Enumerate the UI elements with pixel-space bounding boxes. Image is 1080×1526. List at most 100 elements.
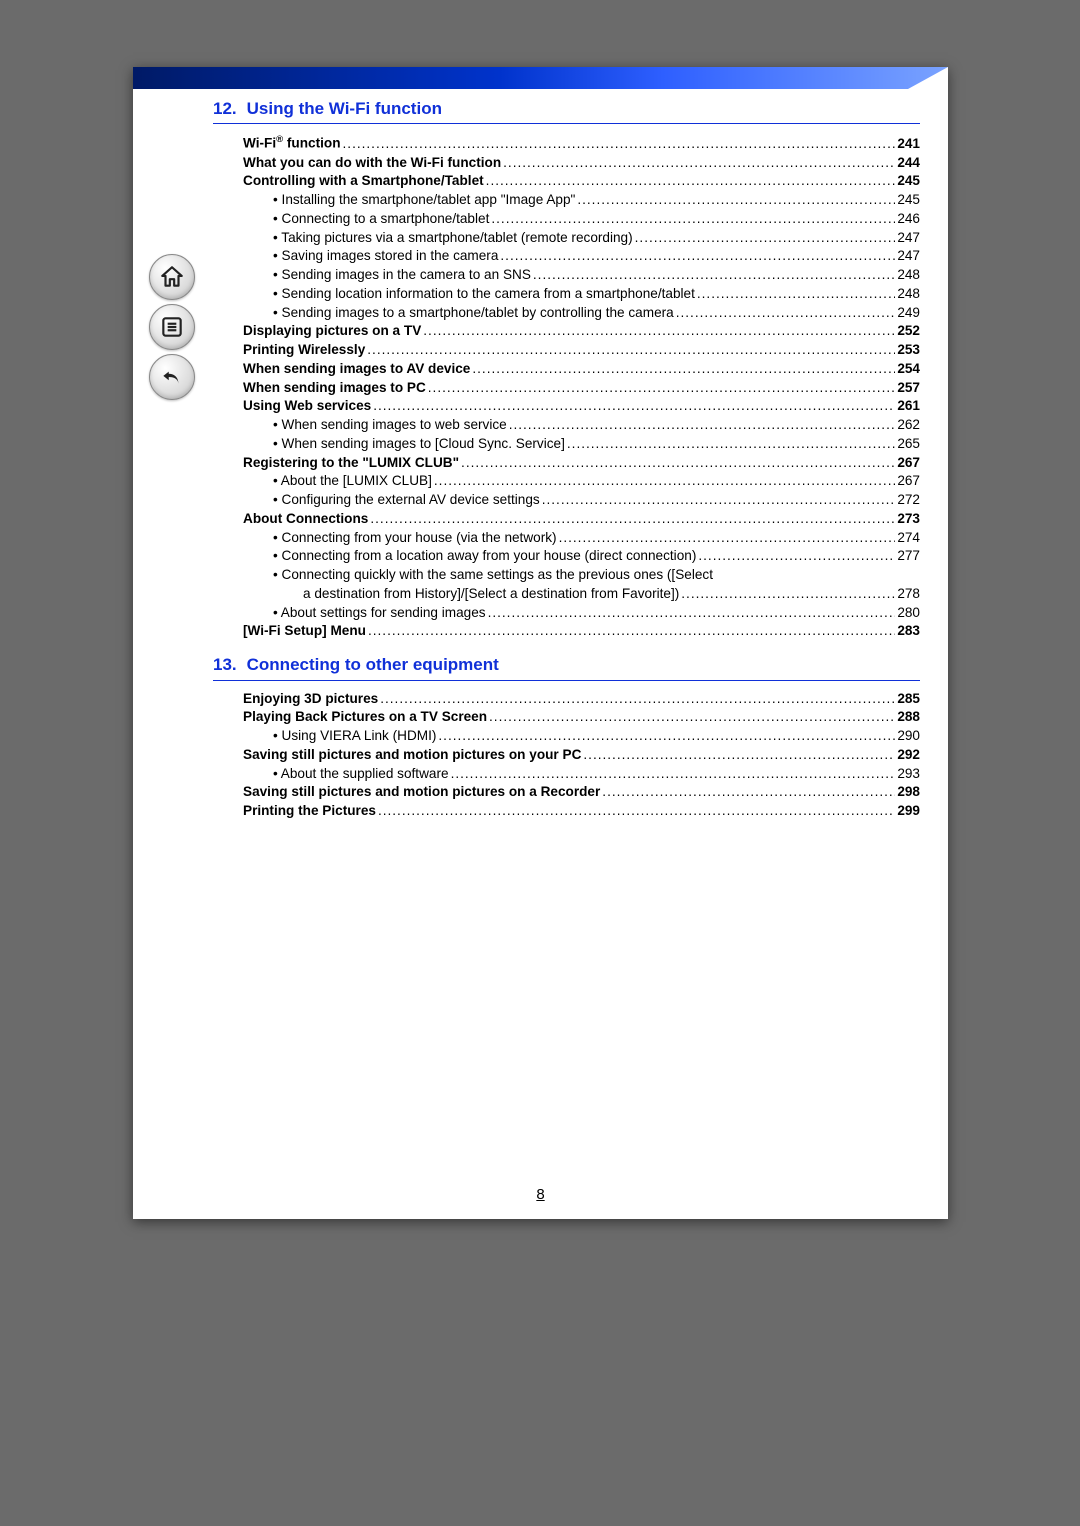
toc-icon[interactable] (149, 304, 195, 350)
page-content: 12. Using the Wi-Fi function Wi-Fi® func… (213, 97, 920, 1199)
toc-leader-dots (542, 491, 896, 510)
toc-leader-dots (488, 604, 896, 623)
section-heading-12[interactable]: 12. Using the Wi-Fi function (213, 97, 920, 124)
section-number: 12. (213, 97, 237, 120)
toc-label: Displaying pictures on a TV (243, 322, 421, 341)
toc-label: • About settings for sending images (273, 604, 486, 623)
header-bar (133, 67, 948, 89)
toc-page: 254 (897, 360, 920, 379)
toc-entry[interactable]: • Configuring the external AV device set… (273, 491, 920, 510)
toc-label: Using Web services (243, 397, 371, 416)
toc-label: What you can do with the Wi-Fi function (243, 154, 501, 173)
toc-leader-dots (438, 727, 895, 746)
toc-entry[interactable]: • Taking pictures via a smartphone/table… (273, 229, 920, 248)
toc-entry[interactable]: • About settings for sending images280 (273, 604, 920, 623)
toc-entry[interactable]: • Connecting from your house (via the ne… (273, 529, 920, 548)
toc-label: When sending images to AV device (243, 360, 470, 379)
toc-page: 293 (897, 765, 920, 784)
toc-entry-bold[interactable]: [Wi-Fi Setup] Menu 283 (243, 622, 920, 641)
toc-entry-bold[interactable]: Using Web services261 (243, 397, 920, 416)
toc-label: • Using VIERA Link (HDMI) (273, 727, 436, 746)
toc-leader-dots (368, 622, 895, 641)
toc-entry-bold[interactable]: Printing Wirelessly253 (243, 341, 920, 360)
home-icon[interactable] (149, 254, 195, 300)
toc-entry-bold[interactable]: Saving still pictures and motion picture… (243, 746, 920, 765)
toc-page: 292 (897, 746, 920, 765)
toc-entry-bold[interactable]: Enjoying 3D pictures285 (243, 690, 920, 709)
toc-page: 245 (897, 191, 920, 210)
toc-entry[interactable]: • Connecting from a location away from y… (273, 547, 920, 566)
toc-entry-bold[interactable]: When sending images to PC257 (243, 379, 920, 398)
toc-entry[interactable]: • About the supplied software293 (273, 765, 920, 784)
toc-label: [Wi-Fi Setup] Menu (243, 622, 366, 641)
toc-leader-dots (698, 547, 895, 566)
toc-page: 246 (897, 210, 920, 229)
toc-page: 273 (897, 510, 920, 529)
toc-entry-bold[interactable]: About Connections273 (243, 510, 920, 529)
toc-leader-dots (489, 708, 895, 727)
toc-entry[interactable]: • Saving images stored in the camera247 (273, 247, 920, 266)
toc-leader-dots (472, 360, 895, 379)
toc-label: • Sending images in the camera to an SNS (273, 266, 531, 285)
toc-page: 252 (897, 322, 920, 341)
toc-leader-dots (461, 454, 895, 473)
toc-entry-bold[interactable]: Registering to the "LUMIX CLUB" 267 (243, 454, 920, 473)
toc-entry-bold[interactable]: Displaying pictures on a TV 252 (243, 322, 920, 341)
toc-page: 267 (897, 454, 920, 473)
toc-page: 288 (897, 708, 920, 727)
toc-label: • Connecting to a smartphone/tablet (273, 210, 489, 229)
toc-entry-continuation[interactable]: a destination from History]/[Select a de… (303, 585, 920, 604)
toc-label: • Saving images stored in the camera (273, 247, 498, 266)
toc-page: 248 (897, 285, 920, 304)
toc-entry-bold[interactable]: Printing the Pictures 299 (243, 802, 920, 821)
toc-page: 265 (897, 435, 920, 454)
toc-page: 298 (897, 783, 920, 802)
toc-entry-bold[interactable]: When sending images to AV device 254 (243, 360, 920, 379)
section-title-text: Connecting to other equipment (247, 653, 499, 676)
back-icon[interactable] (149, 354, 195, 400)
toc-page: 241 (897, 135, 920, 154)
toc-label: Printing the Pictures (243, 802, 376, 821)
toc-label: Registering to the "LUMIX CLUB" (243, 454, 459, 473)
toc-entry[interactable]: • Sending images in the camera to an SNS… (273, 266, 920, 285)
toc-entry-bold[interactable]: Playing Back Pictures on a TV Screen 288 (243, 708, 920, 727)
toc-entry-bold[interactable]: Controlling with a Smartphone/Tablet245 (243, 172, 920, 191)
toc-page: 253 (897, 341, 920, 360)
toc-entry-bold[interactable]: What you can do with the Wi-Fi function2… (243, 154, 920, 173)
toc-section-12: Wi-Fi® function241What you can do with t… (243, 133, 920, 641)
toc-leader-dots (697, 285, 895, 304)
toc-section-13: Enjoying 3D pictures285Playing Back Pict… (243, 690, 920, 821)
toc-label: Wi-Fi® function (243, 133, 341, 153)
toc-leader-dots (486, 172, 896, 191)
toc-leader-dots (503, 154, 895, 173)
toc-entry-bold[interactable]: Wi-Fi® function 241 (243, 133, 920, 153)
section-heading-13[interactable]: 13. Connecting to other equipment (213, 653, 920, 680)
page-number[interactable]: 8 (133, 1186, 948, 1203)
toc-leader-dots (602, 783, 895, 802)
toc-page: 249 (897, 304, 920, 323)
toc-label: • Installing the smartphone/tablet app "… (273, 191, 575, 210)
toc-entry[interactable]: • Installing the smartphone/tablet app "… (273, 191, 920, 210)
toc-page: 262 (897, 416, 920, 435)
toc-leader-dots (491, 210, 895, 229)
toc-label: Playing Back Pictures on a TV Screen (243, 708, 487, 727)
toc-entry[interactable]: • Connecting quickly with the same setti… (273, 566, 920, 585)
toc-entry[interactable]: • Sending images to a smartphone/tablet … (273, 304, 920, 323)
toc-entry[interactable]: • Connecting to a smartphone/tablet 246 (273, 210, 920, 229)
toc-page: 267 (897, 472, 920, 491)
toc-page: 283 (897, 622, 920, 641)
toc-page: 299 (897, 802, 920, 821)
toc-entry[interactable]: • About the [LUMIX CLUB] 267 (273, 472, 920, 491)
toc-leader-dots (367, 341, 895, 360)
toc-entry[interactable]: • Using VIERA Link (HDMI)290 (273, 727, 920, 746)
toc-label: • About the [LUMIX CLUB] (273, 472, 432, 491)
toc-leader-dots (533, 266, 895, 285)
toc-leader-dots (423, 322, 895, 341)
toc-label: Saving still pictures and motion picture… (243, 783, 600, 802)
toc-entry[interactable]: • When sending images to web service262 (273, 416, 920, 435)
toc-label: • Sending location information to the ca… (273, 285, 695, 304)
toc-entry[interactable]: • When sending images to [Cloud Sync. Se… (273, 435, 920, 454)
section-number: 13. (213, 653, 237, 676)
toc-entry[interactable]: • Sending location information to the ca… (273, 285, 920, 304)
toc-entry-bold[interactable]: Saving still pictures and motion picture… (243, 783, 920, 802)
